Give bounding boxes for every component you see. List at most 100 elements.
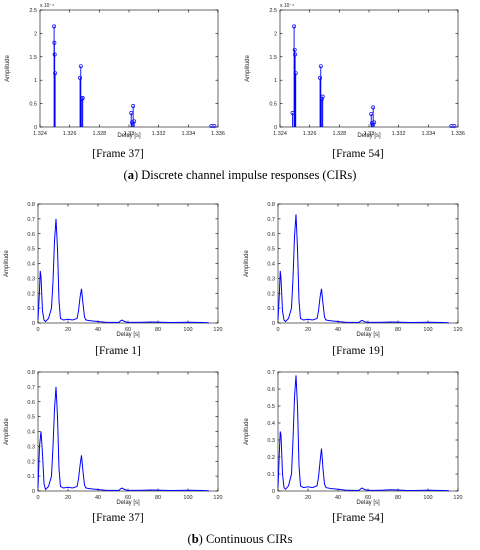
y-tick-label: 0.2 xyxy=(27,459,35,465)
x-tick-label: 1.336 xyxy=(451,131,465,137)
y-tick-label: 0.5 xyxy=(27,247,35,253)
discrete-cir-chart-frame-37: 1.324 1.326 1.328 1.33 1.332 1.334 1.336 0 0.5 1 1… xyxy=(5,3,225,139)
x-tick-label: 100 xyxy=(423,495,432,501)
discrete-cir-chart-frame-54: 1.324 1.326 1.328 1.33 1.332 1.334 1.336 0 0.5 1 1… xyxy=(245,3,465,139)
y-tick-label: 0.1 xyxy=(267,472,275,478)
y-tick-label: 0.7 xyxy=(267,217,275,223)
panel-caption-frame-1: [Frame 1] xyxy=(95,345,141,357)
x-tick-label: 120 xyxy=(453,327,462,333)
x-tick-label: 40 xyxy=(95,327,101,333)
x-tick-label: 100 xyxy=(423,327,432,333)
y-tick-label: 0.7 xyxy=(27,385,35,391)
stem-marker xyxy=(52,40,57,45)
cir-line xyxy=(277,214,450,324)
cir-line xyxy=(277,375,450,492)
y-axis-label: Amplitude xyxy=(244,250,250,277)
y-tick-label: 0.4 xyxy=(267,262,275,268)
x-tick-label: 20 xyxy=(305,495,311,501)
x-axis-label: Delay [s] xyxy=(356,332,380,338)
y-axis-label: Amplitude xyxy=(244,418,250,445)
x-tick-label: 80 xyxy=(155,327,161,333)
x-axis-label: Delay [s] xyxy=(117,133,141,139)
stem-marker xyxy=(292,47,297,52)
y-tick-label: 0.6 xyxy=(267,387,275,393)
x-tick-label: 40 xyxy=(95,495,101,501)
continuous-cir-chart-frame-54: 0 20 40 60 80 100 120 0 0.1 0.2 0.3 0.4 0.5 0.6 0.7 Del… xyxy=(244,370,463,506)
x-tick-label: 60 xyxy=(365,327,371,333)
x-tick-label: 0 xyxy=(276,495,279,501)
y-tick-label: 0.1 xyxy=(27,474,35,480)
y-tick-label: 0.6 xyxy=(267,232,275,238)
stem-marker xyxy=(318,64,323,69)
section-text-a: Discrete channel impulse responses (CIRs… xyxy=(138,168,357,182)
continuous-cir-chart-frame-37: 0 20 40 60 80 100 120 0 0.1 0.2 0.3 0.4 0.5 0.6 0.7 0.8… xyxy=(4,370,223,506)
y-tick-label: 0 xyxy=(274,125,277,131)
y-tick-label: 0.5 xyxy=(29,102,37,108)
y-tick-label: 0.4 xyxy=(27,262,35,268)
x-tick-label: 0 xyxy=(36,327,39,333)
stem-marker xyxy=(80,96,85,100)
plot-area xyxy=(37,371,219,492)
y-tick-label: 0.3 xyxy=(267,276,275,282)
x-tick-label: 1.326 xyxy=(63,131,77,137)
stem-marker xyxy=(131,103,136,108)
stem-marker xyxy=(293,52,298,57)
y-tick-label: 2.5 xyxy=(269,8,277,14)
y-tick-label: 0.3 xyxy=(27,276,35,282)
x-tick-label: 1.336 xyxy=(211,131,225,137)
x-tick-label: 60 xyxy=(125,495,131,501)
cir-line xyxy=(37,386,210,492)
y-tick-label: 0.2 xyxy=(267,291,275,297)
y-tick-label: 0.4 xyxy=(267,421,275,427)
section-caption-b: (b) Continuous CIRs xyxy=(187,532,293,546)
x-tick-label: 20 xyxy=(305,327,311,333)
x-tick-label: 100 xyxy=(183,495,192,501)
plot-area xyxy=(39,9,219,128)
y-tick-label: 0 xyxy=(32,489,35,495)
section-letter-a: a xyxy=(127,168,134,182)
x-tick-label: 1.33 xyxy=(124,131,135,137)
stem-marker xyxy=(78,64,83,69)
y-tick-label: 2.5 xyxy=(29,8,37,14)
x-tick-label: 120 xyxy=(213,327,222,333)
x-axis-label: Delay [s] xyxy=(356,500,380,506)
x-axis-label: Delay [s] xyxy=(357,133,381,139)
y-tick-label: 0 xyxy=(272,321,275,327)
y-tick-label: 0.5 xyxy=(269,102,277,108)
stem-marker xyxy=(372,120,377,125)
x-tick-label: 1.334 xyxy=(421,131,435,137)
plot-area xyxy=(279,9,459,128)
y-axis-label: Amplitude xyxy=(4,250,10,277)
y-tick-label: 1.5 xyxy=(29,55,37,61)
x-tick-label: 80 xyxy=(395,495,401,501)
y-tick-label: 0.3 xyxy=(267,438,275,444)
y-tick-label: 0.1 xyxy=(27,306,35,312)
x-tick-label: 80 xyxy=(395,327,401,333)
y-tick-label: 0.5 xyxy=(267,404,275,410)
section-text-b: Continuous CIRs xyxy=(202,532,293,546)
panel-caption-frame-54-discrete: [Frame 54] xyxy=(332,148,384,160)
x-axis-label: Delay [s] xyxy=(116,332,140,338)
y-tick-label: 0.8 xyxy=(27,202,35,208)
stem-marker xyxy=(79,96,84,101)
x-tick-label: 40 xyxy=(335,327,341,333)
x-tick-label: 1.33 xyxy=(364,131,375,137)
y-tick-label: 0.1 xyxy=(267,306,275,312)
cir-line xyxy=(37,218,210,324)
y-tick-label: 0.7 xyxy=(267,370,275,376)
x-tick-label: 1.332 xyxy=(392,131,406,137)
x-tick-label: 0 xyxy=(276,327,279,333)
x-tick-label: 40 xyxy=(335,495,341,501)
y-tick-label: 0.4 xyxy=(27,430,35,436)
stem-marker xyxy=(132,119,137,124)
x-tick-label: 120 xyxy=(213,495,222,501)
y-axis-label: Amplitude xyxy=(4,418,10,445)
y-tick-label: 0.5 xyxy=(27,415,35,421)
x-tick-label: 20 xyxy=(65,495,71,501)
y-axis-label: Amplitude xyxy=(5,55,11,82)
panel-caption-frame-37-discrete: [Frame 37] xyxy=(92,148,144,160)
x-tick-label: 0 xyxy=(36,495,39,501)
stem-marker xyxy=(52,52,57,57)
stem-marker xyxy=(78,75,83,80)
y-tick-label: 0.7 xyxy=(27,217,35,223)
